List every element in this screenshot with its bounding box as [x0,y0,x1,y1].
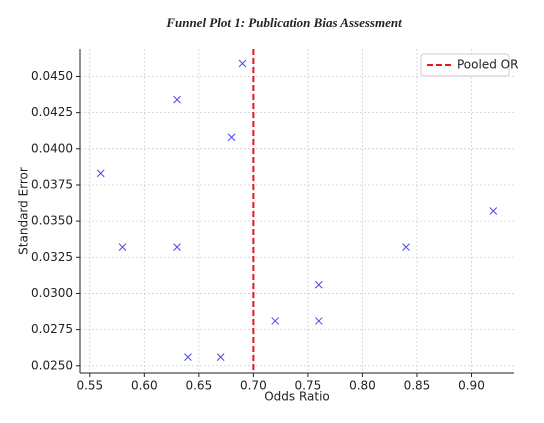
marker [118,243,127,252]
y-tick-label: 0.0325 [31,250,73,264]
y-tick-label: 0.0375 [31,177,73,191]
marker [314,317,323,325]
marker [216,353,225,361]
y-tick-label: 0.0400 [31,141,73,155]
x-tick-label: 0.75 [295,379,322,393]
legend-label: Pooled OR [457,58,518,72]
x-tick-label: 0.65 [185,379,212,393]
y-tick-label: 0.0250 [31,358,73,372]
marker [173,95,181,104]
marker [238,59,247,68]
x-tick-label: 0.60 [131,379,158,393]
y-axis-label: Standard Error [17,167,31,255]
x-tick-label: 0.80 [349,379,376,393]
x-tick-label: 0.90 [458,379,485,393]
marker [314,280,323,289]
chart-title: Funnel Plot 1: Publication Bias Assessme… [165,15,402,30]
marker [271,317,280,325]
marker [173,243,181,252]
x-axis-label: Odds Ratio [264,390,330,404]
marker [227,133,236,142]
y-tick-label: 0.0425 [31,105,73,119]
x-tick-label: 0.70 [240,379,267,393]
y-tick-label: 0.0300 [31,286,73,300]
y-tick-label: 0.0350 [31,214,73,228]
y-tick-label: 0.0275 [31,322,73,336]
marker [184,353,192,361]
marker [402,243,410,252]
y-tick-label: 0.0450 [31,69,73,83]
x-tick-label: 0.55 [76,379,103,393]
x-tick-label: 0.85 [404,379,431,393]
marker [96,169,105,178]
legend-box [420,53,510,77]
marker [489,207,498,215]
